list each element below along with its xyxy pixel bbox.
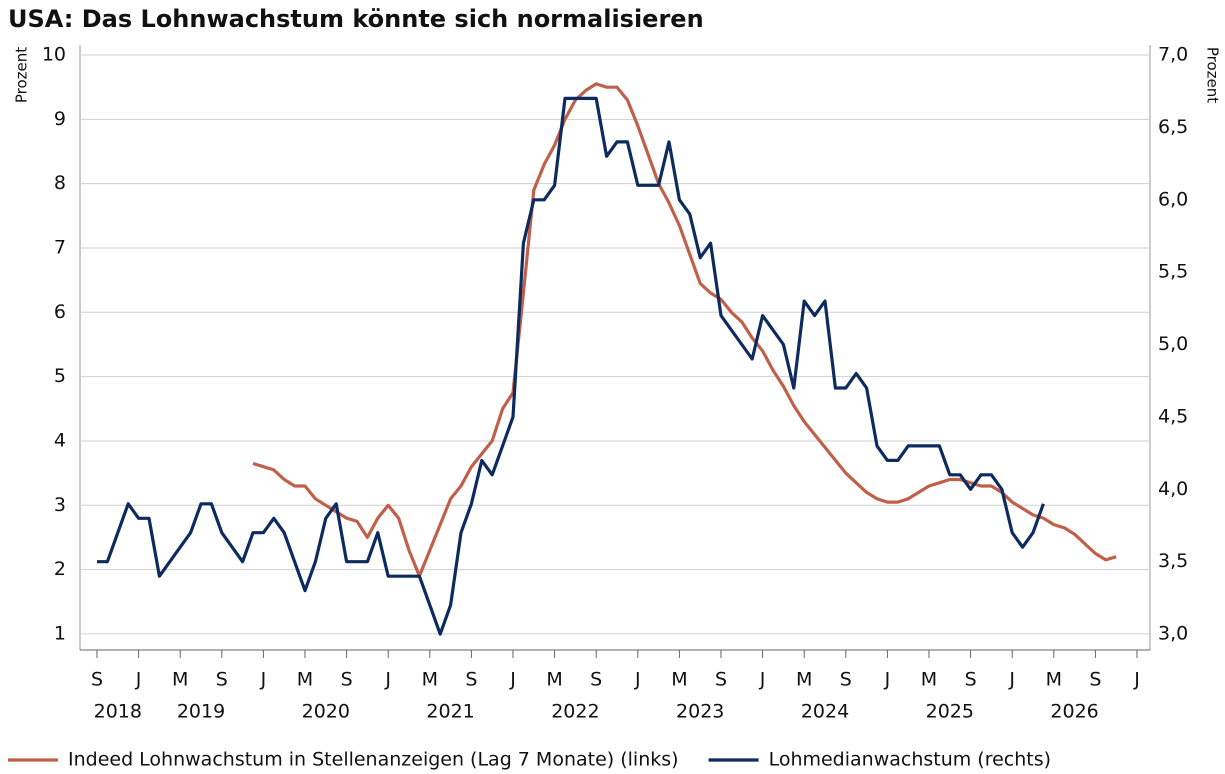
x-tick-label: J — [1008, 669, 1015, 691]
x-tick-label: M — [796, 669, 812, 691]
series-line — [252, 82, 1117, 578]
y-tick-label: 2 — [54, 558, 66, 580]
x-tick-label: J — [759, 669, 766, 691]
chart-title: USA: Das Lohnwachstum könnte sich normal… — [8, 5, 704, 33]
year-label: 2022 — [551, 701, 599, 723]
y2-tick-label: 7,0 — [1158, 44, 1188, 66]
x-tick-label: M — [921, 669, 937, 691]
x-tick-label: S — [91, 669, 103, 691]
y2-tick-label: 5,0 — [1158, 333, 1188, 355]
y-tick-label: 6 — [54, 301, 66, 323]
y-tick-label: 1 — [54, 622, 66, 644]
x-tick-label: J — [384, 669, 391, 691]
y-tick-label: 8 — [54, 172, 66, 194]
y-tick-label: 9 — [54, 108, 66, 130]
y2-tick-label: 3,5 — [1158, 550, 1188, 572]
x-tick-label: M — [172, 669, 188, 691]
year-label: 2021 — [426, 701, 474, 723]
y2-tick-label: 4,0 — [1158, 478, 1188, 500]
y-axis-label: Prozent — [13, 47, 31, 103]
y-tick-label: 5 — [54, 365, 66, 387]
y2-tick-label: 3,0 — [1158, 623, 1188, 645]
x-tick-label: J — [260, 669, 267, 691]
y2-tick-label: 6,0 — [1158, 188, 1188, 210]
x-tick-label: J — [135, 669, 142, 691]
y-tick-label: 10 — [42, 44, 66, 66]
year-label: 2023 — [676, 701, 724, 723]
x-tick-label: S — [341, 669, 353, 691]
x-tick-label: M — [422, 669, 438, 691]
year-label: 2025 — [926, 701, 974, 723]
y-tick-label: 4 — [54, 429, 66, 451]
year-label: 2019 — [177, 701, 225, 723]
x-tick-label: S — [1089, 669, 1101, 691]
x-tick-label: S — [465, 669, 477, 691]
y2-tick-label: 6,5 — [1158, 116, 1188, 138]
x-tick-label: S — [216, 669, 228, 691]
x-tick-label: M — [546, 669, 562, 691]
y-tick-label: 7 — [54, 236, 66, 258]
x-tick-label: M — [671, 669, 687, 691]
year-label: 2020 — [302, 701, 350, 723]
legend-label: Indeed Lohnwachstum in Stellenanzeigen (… — [68, 749, 679, 771]
x-tick-label: S — [840, 669, 852, 691]
x-tick-label: J — [509, 669, 516, 691]
year-label: 2024 — [801, 701, 849, 723]
legend-label: Lohmedianwachstum (rechts) — [769, 749, 1052, 771]
x-tick-label: J — [1133, 669, 1140, 691]
y-tick-label: 3 — [54, 494, 66, 516]
x-tick-label: J — [634, 669, 641, 691]
year-label: 2018 — [94, 701, 142, 723]
x-tick-label: M — [297, 669, 313, 691]
y2-axis-label: Prozent — [1204, 47, 1222, 103]
x-tick-label: M — [1046, 669, 1062, 691]
x-tick-label: J — [884, 669, 891, 691]
y2-tick-label: 4,5 — [1158, 405, 1188, 427]
x-tick-label: S — [715, 669, 727, 691]
x-tick-label: S — [590, 669, 602, 691]
y2-tick-label: 5,5 — [1158, 261, 1188, 283]
x-tick-label: S — [965, 669, 977, 691]
series-line — [97, 96, 1045, 636]
year-label: 2026 — [1050, 701, 1098, 723]
